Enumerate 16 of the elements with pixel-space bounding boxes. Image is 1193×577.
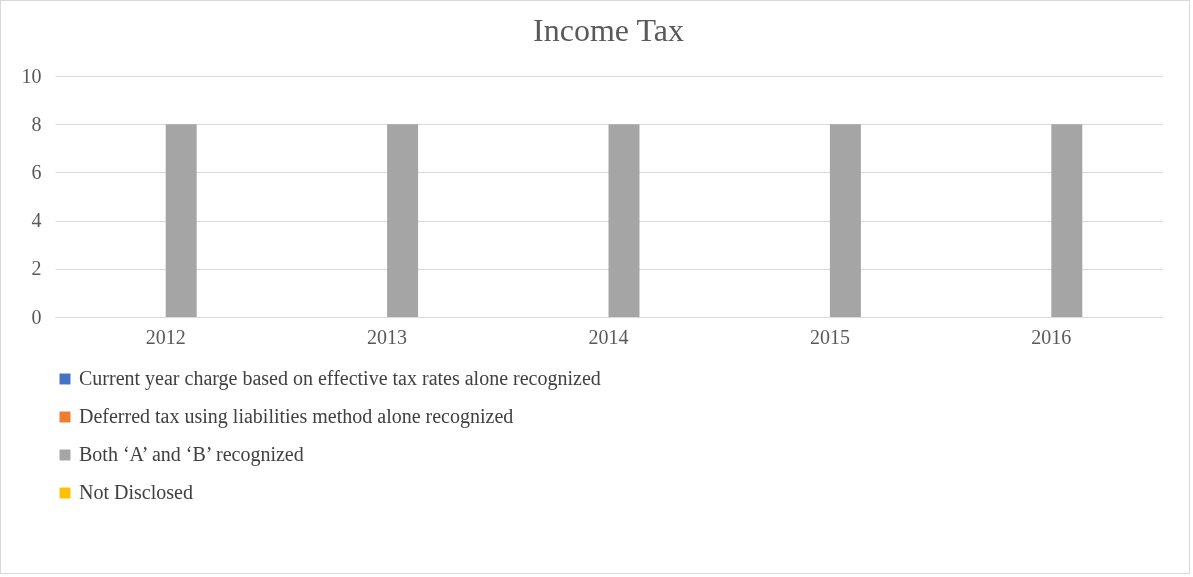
y-tick-label: 4 [31, 209, 42, 232]
y-tick-label: 8 [31, 112, 42, 135]
x-tick-label: 2014 [588, 325, 629, 348]
y-tick-label: 10 [21, 64, 42, 87]
y-tick-label: 0 [31, 305, 42, 328]
x-tick-label: 2016 [1031, 325, 1072, 348]
legend-label: Not Disclosed [79, 481, 193, 503]
x-tick-label: 2012 [145, 325, 186, 348]
x-tick-label: 2015 [809, 325, 850, 348]
legend-label: Both ‘A’ and ‘B’ recognized [79, 443, 304, 466]
legend-label: Current year charge based on effective tax rates alone recognized [79, 367, 601, 390]
legend-label: Deferred tax using liabilities method alone recognized [79, 405, 514, 428]
chart-title: Income Tax [533, 12, 684, 48]
y-tick-label: 6 [31, 160, 42, 183]
y-tick-label: 2 [31, 257, 42, 280]
x-tick-label: 2013 [367, 325, 408, 348]
